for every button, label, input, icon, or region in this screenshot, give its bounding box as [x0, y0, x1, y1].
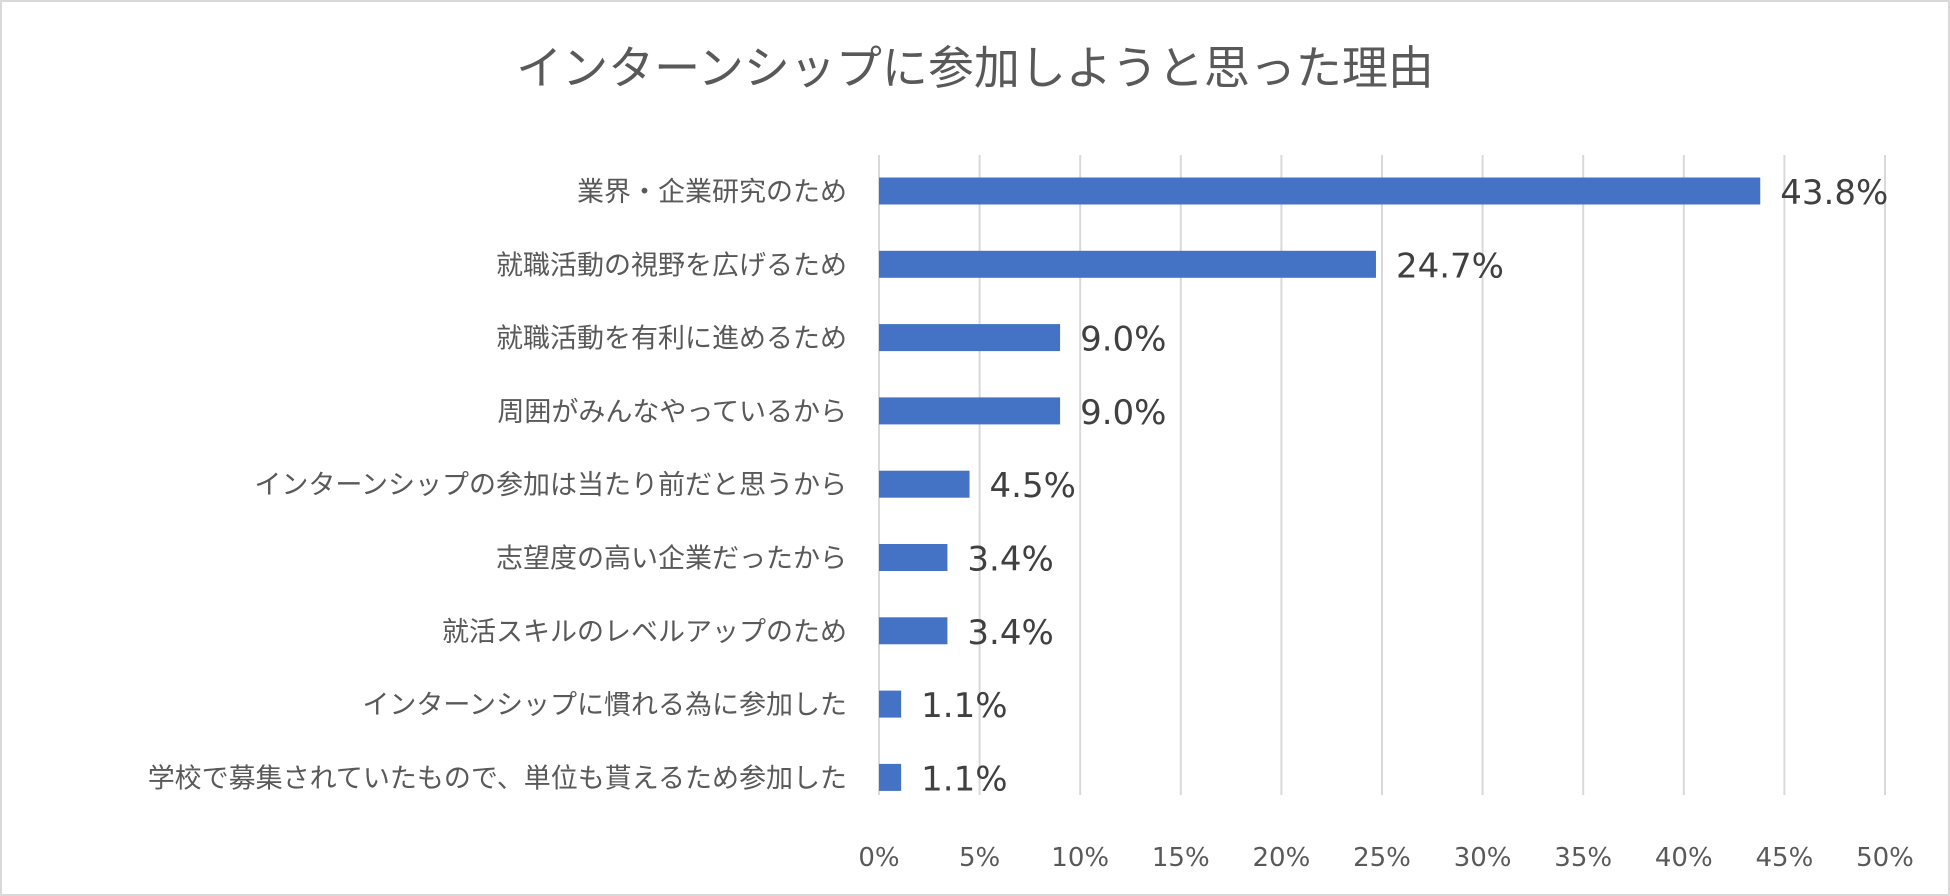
- category-label: 周囲がみんなやっているから: [497, 397, 847, 428]
- bar: [879, 250, 1376, 278]
- data-label: 9.0%: [1080, 320, 1166, 360]
- x-axis-tick-labels: 0% 5% 10% 15% 20% 25% 30% 35% 40% 45% 50%: [858, 843, 1914, 873]
- data-labels: 43.8%24.7%9.0%9.0%4.5%3.4%3.4%1.1%1.1%: [921, 173, 1888, 799]
- category-label: 就職活動の視野を広げるため: [496, 250, 847, 281]
- category-label: 就職活動を有利に進めるため: [496, 324, 847, 355]
- x-tick-label: 15%: [1152, 843, 1210, 873]
- category-label: 就活スキルのレベルアップのため: [442, 617, 847, 648]
- category-labels: 業界・企業研究のため就職活動の視野を広げるため就職活動を有利に進めるため周囲がみ…: [148, 177, 847, 794]
- category-label: インターンシップの参加は当たり前だと思うから: [254, 470, 847, 501]
- x-tick-label: 20%: [1253, 843, 1311, 873]
- data-label: 24.7%: [1396, 246, 1504, 286]
- data-label: 9.0%: [1080, 393, 1166, 433]
- data-label: 1.1%: [921, 686, 1007, 726]
- bar: [879, 397, 1061, 425]
- x-tick-label: 45%: [1756, 843, 1814, 873]
- x-tick-label: 30%: [1454, 843, 1512, 873]
- data-label: 1.1%: [921, 759, 1007, 799]
- bar: [879, 544, 948, 571]
- x-tick-label: 25%: [1353, 843, 1411, 873]
- category-label: インターンシップに慣れる為に参加した: [362, 690, 847, 721]
- x-tick-label: 0%: [858, 843, 899, 873]
- chart-title: インターンシップに参加しようと思った理由: [516, 41, 1434, 95]
- data-label: 43.8%: [1780, 173, 1888, 213]
- category-label: 学校で募集されていたもので、単位も貰えるため参加した: [148, 763, 847, 794]
- bar: [879, 763, 902, 791]
- data-label: 3.4%: [967, 613, 1053, 653]
- bar: [879, 324, 1061, 352]
- bar: [879, 470, 970, 498]
- bar: [879, 177, 1761, 205]
- x-tick-label: 10%: [1051, 843, 1109, 873]
- x-tick-label: 40%: [1655, 843, 1713, 873]
- bar: [879, 617, 948, 645]
- category-label: 志望度の高い企業だったから: [496, 544, 847, 575]
- x-tick-label: 5%: [959, 843, 1000, 873]
- category-label: 業界・企業研究のため: [577, 177, 847, 208]
- x-tick-label: 50%: [1856, 843, 1914, 873]
- data-label: 4.5%: [990, 466, 1076, 506]
- x-tick-label: 35%: [1554, 843, 1612, 873]
- data-label: 3.4%: [967, 540, 1053, 580]
- bars: [879, 177, 1761, 791]
- bar: [879, 690, 902, 718]
